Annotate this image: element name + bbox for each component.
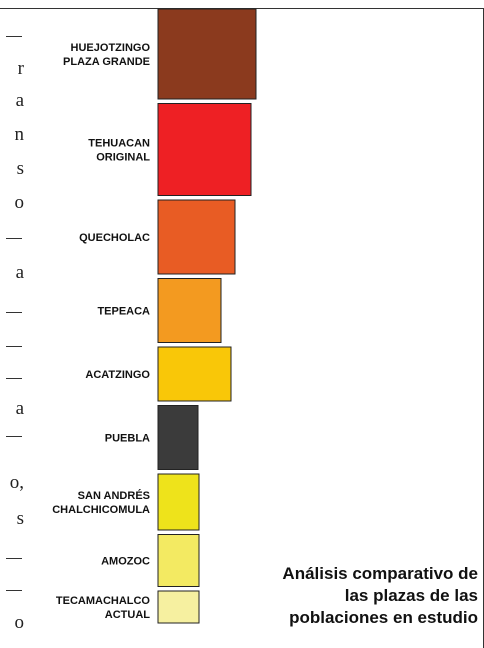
left-fragment: o [14, 612, 25, 633]
left-page-text-strip: r a n s o a a o, s o [0, 0, 24, 648]
category-label-line: ACTUAL [105, 609, 150, 621]
left-fragment: r [17, 58, 24, 79]
category-label-line: CHALCHICOMULA [52, 504, 150, 516]
category-label: SAN ANDRÉS CHALCHICOMULA [52, 489, 150, 516]
left-dash [6, 436, 22, 437]
left-dash [6, 346, 22, 347]
bar-puebla [157, 405, 199, 470]
category-label-line: PUEBLA [105, 433, 150, 445]
left-fragment: s [16, 508, 24, 529]
category-label-line: ORIGINAL [96, 152, 150, 164]
category-label-line: HUEJOTZINGO [71, 42, 151, 54]
left-fragment: o, [9, 472, 24, 493]
left-dash [6, 238, 22, 239]
left-fragment: s [16, 158, 24, 179]
bar-tehuacan-original [157, 103, 252, 196]
category-label-line: PLAZA GRANDE [63, 56, 150, 68]
category-label: TEHUACAN ORIGINAL [88, 138, 150, 164]
bar-huejotzingo-plaza-grande [157, 8, 257, 100]
bar-quecholac [157, 199, 236, 275]
bar-tepeaca [157, 278, 222, 343]
bar-acatzingo [157, 346, 232, 402]
category-label-line: ACATZINGO [85, 369, 150, 381]
left-fragment: o [14, 192, 25, 213]
left-fragment: a [15, 90, 24, 111]
category-label-line: QUECHOLAC [79, 232, 150, 244]
left-fragment: a [15, 262, 24, 283]
category-label-line: TEPEACA [97, 306, 150, 318]
left-fragment: a [15, 398, 24, 419]
caption-line: poblaciones en estudio [289, 608, 478, 627]
category-label: QUECHOLAC [79, 232, 150, 244]
category-label-line: TECAMACHALCO [56, 595, 151, 607]
category-label: PUEBLA [105, 433, 150, 445]
category-label-line: TEHUACAN [88, 138, 150, 150]
left-dash [6, 36, 22, 37]
chart-caption: Análisis comparativo de las plazas de la… [228, 563, 478, 629]
category-label: AMOZOC [101, 556, 150, 568]
category-label-line: AMOZOC [101, 556, 150, 568]
category-label-line: SAN ANDRÉS [78, 489, 150, 502]
bar-amozoc [157, 534, 200, 587]
left-dash [6, 312, 22, 313]
left-dash [6, 590, 22, 591]
left-dash [6, 558, 22, 559]
category-label: TEPEACA [97, 306, 150, 318]
category-label: HUEJOTZINGO PLAZA GRANDE [63, 42, 150, 68]
caption-line: Análisis comparativo de [282, 564, 478, 583]
bar-san-andr-s-chalchicomula [157, 473, 200, 531]
category-label: ACATZINGO [85, 369, 150, 381]
category-label: TECAMACHALCO ACTUAL [56, 595, 151, 621]
left-fragment: n [14, 124, 25, 145]
caption-line: las plazas de las [344, 586, 478, 605]
left-dash [6, 378, 22, 379]
bar-tecamachalco-actual [157, 590, 200, 624]
